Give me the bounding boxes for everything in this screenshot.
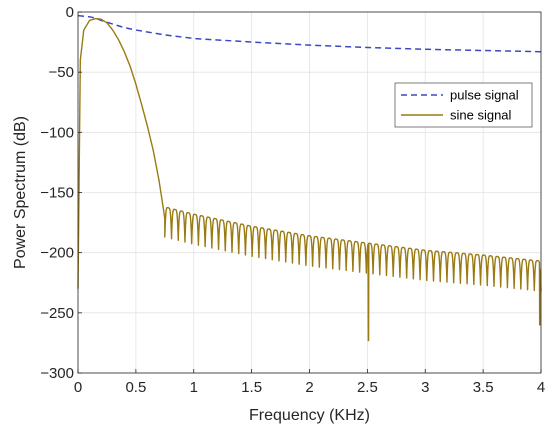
y-tick-label: −150 [40, 185, 74, 202]
x-tick-label: 0.5 [125, 379, 146, 396]
x-axis-title: Frequency (KHz) [249, 407, 370, 424]
ticks: 0 0.5 1 1.5 2 2.5 3 3.5 4 0 −50 −100 −150 −200 −250 −30… [40, 4, 545, 396]
legend-label-pulse: pulse signal [450, 88, 519, 103]
series-layer [77, 14, 542, 342]
legend-box [394, 82, 533, 128]
y-tick-label: −50 [49, 64, 74, 81]
x-tick-label: 2 [305, 379, 313, 396]
y-tick-label: −200 [40, 245, 74, 262]
x-tick-label: 3.5 [473, 379, 494, 396]
x-tick-label: 2.5 [357, 379, 378, 396]
y-axis-title: Power Spectrum (dB) [12, 116, 29, 269]
x-tick-label: 4 [537, 379, 545, 396]
y-tick-label: −300 [40, 365, 74, 382]
series-line-sine [77, 17, 542, 342]
legend-label-sine: sine signal [450, 108, 512, 123]
x-tick-label: 1.5 [241, 379, 262, 396]
series-line-pulse [77, 14, 542, 53]
x-tick-label: 3 [421, 379, 429, 396]
legend: pulse signal sine signal [394, 82, 533, 128]
x-tick-label: 0 [74, 379, 82, 396]
y-tick-label: 0 [66, 4, 74, 21]
y-tick-label: −100 [40, 124, 74, 141]
x-tick-label: 1 [190, 379, 198, 396]
y-tick-label: −250 [40, 305, 74, 322]
